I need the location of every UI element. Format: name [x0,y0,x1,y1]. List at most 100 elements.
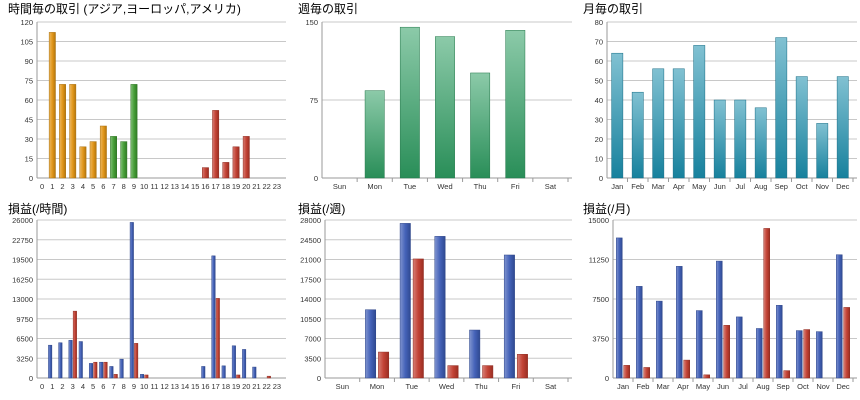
y-tick-label: 14000 [300,295,321,304]
x-tick-label: May [696,382,710,391]
bar [714,100,725,178]
bar [435,236,445,378]
x-tick-label: 8 [122,382,126,391]
x-tick-label: 9 [132,382,136,391]
x-tick-label: 5 [91,182,95,191]
y-tick-label: 3250 [16,354,33,363]
x-tick-label: 20 [242,382,250,391]
bar [99,362,102,378]
bar [684,360,690,378]
x-tick-label: 11 [150,182,158,191]
weekly-trades-panel: 週毎の取引 0 75 150 Sun Mon Tue Wed Thu Fri Sat [290,0,575,198]
x-tick-label: Dec [836,382,850,391]
x-tick-label: 15 [191,382,199,391]
bar [59,84,65,178]
y-tick-label: 3750 [592,335,609,344]
y-tick-label: 7500 [592,295,609,304]
bar [131,84,137,178]
bar [104,362,107,378]
bar [121,142,127,178]
x-tick-label: 17 [211,182,219,191]
x-tick-label: 13 [171,182,179,191]
x-tick-label: 2 [60,382,64,391]
y-tick-label: 17500 [300,275,321,284]
bar [232,346,235,378]
bar [242,349,245,378]
pl-weekly-chart: 035007000105001400017500210002450028000S… [290,200,575,400]
y-tick-label: 7000 [304,335,321,344]
bar [222,366,225,378]
x-tick-label: 9 [132,182,136,191]
y-tick-label: 0 [317,374,321,383]
bar [816,332,822,378]
bar [756,328,762,378]
y-tick-label: 16250 [12,275,33,284]
y-tick-label: 40 [595,96,603,105]
y-tick-label: 6500 [16,335,33,344]
x-tick-label: 10 [140,382,148,391]
monthly-trades-chart: 01020304050607080Jan Feb Mar Apr May Jun Jul Au… [575,0,860,198]
x-tick-label: Fri [511,182,520,191]
bar [378,352,388,378]
y-tick-label: 120 [20,18,33,27]
bar [70,84,76,178]
bar [400,223,410,378]
x-tick-label: Jun [714,182,726,191]
x-tick-label: 18 [222,382,230,391]
pl-hourly-chart: 032506500975013000162501950022750260000 1… [0,200,290,400]
x-tick-label: Jul [738,382,748,391]
x-tick-label: 0 [40,382,44,391]
x-tick-label: 14 [181,182,189,191]
y-tick-label: 28000 [300,216,321,225]
x-tick-label: Apr [677,382,689,391]
bar [796,331,802,378]
bar [233,147,239,178]
bar [223,162,229,178]
x-tick-label: Apr [673,182,685,191]
x-tick-label: 6 [101,382,105,391]
x-tick-label: Sun [336,382,349,391]
pl-monthly-panel: 損益(/月) 0 3750 7500 11250 15000 Jan Feb Mar Apr Ma… [575,200,860,400]
x-tick-label: Sep [775,182,788,191]
bar [59,343,62,378]
bar [504,255,514,378]
y-tick-label: 24500 [300,236,321,245]
y-tick-label: 0 [314,174,318,183]
bar [400,27,419,178]
x-tick-label: Sun [333,182,346,191]
x-tick-label: 2 [60,182,64,191]
bar [365,310,375,378]
bar [696,311,702,378]
y-tick-label: 0 [605,374,609,383]
bar [673,69,684,178]
bar [636,286,642,378]
bar [253,367,256,378]
bar [612,53,623,178]
y-tick-label: 45 [25,116,33,125]
bar [724,325,730,378]
x-tick-label: 19 [232,382,240,391]
x-tick-label: May [692,182,706,191]
x-tick-label: 16 [201,382,209,391]
x-tick-label: 10 [140,182,148,191]
bar [755,108,766,178]
y-tick-label: 20 [595,135,603,144]
bar [90,142,96,178]
bar [836,255,842,378]
y-tick-label: 11250 [589,256,609,265]
bar [837,77,848,178]
y-tick-label: 30 [25,135,33,144]
x-tick-label: 15 [191,182,199,191]
bar [844,307,850,378]
y-tick-label: 13000 [12,295,33,304]
bar [80,147,86,178]
monthly-trades-panel: 月毎の取引 0 10 20 30 40 50 60 70 80 Jan Feb Mar Apr May Ju… [575,0,860,198]
y-tick-label: 22750 [12,236,33,245]
bar [212,110,218,178]
x-tick-label: 1 [50,182,54,191]
bar [100,126,106,178]
pl-hourly-panel: 損益(/時間) 0 3250 6500 9750 13000 16250 19500 2275… [0,200,290,400]
bar [114,374,117,378]
x-tick-label: 12 [160,382,168,391]
